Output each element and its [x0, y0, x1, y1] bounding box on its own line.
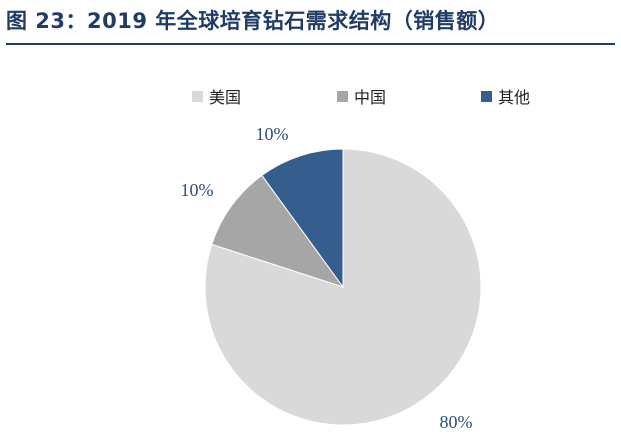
- legend-item-china: 中国: [337, 83, 386, 109]
- pie-slice-china: [211, 174, 345, 288]
- legend-item-us: 美国: [192, 83, 241, 109]
- data-label-us: 80%: [440, 412, 473, 432]
- pie-labels: 80% 10% 10%: [181, 124, 473, 432]
- figure-title: 图 23：2019 年全球培育钻石需求结构（销售额）: [6, 9, 500, 33]
- legend-label-other: 其他: [498, 88, 531, 107]
- legend-swatch-us: [192, 90, 203, 102]
- data-label-china: 10%: [181, 180, 214, 200]
- legend-swatch-other: [481, 90, 492, 102]
- pie-slices: [204, 148, 482, 426]
- chart-legend: 美国 中国 其他: [0, 83, 621, 109]
- pie-slice-other: [261, 148, 344, 289]
- legend-label-us: 美国: [209, 88, 242, 107]
- legend-label-china: 中国: [354, 88, 387, 107]
- legend-item-other: 其他: [481, 83, 530, 109]
- legend-swatch-china: [337, 90, 348, 102]
- data-label-other: 10%: [256, 124, 289, 144]
- title-underline: [6, 43, 615, 45]
